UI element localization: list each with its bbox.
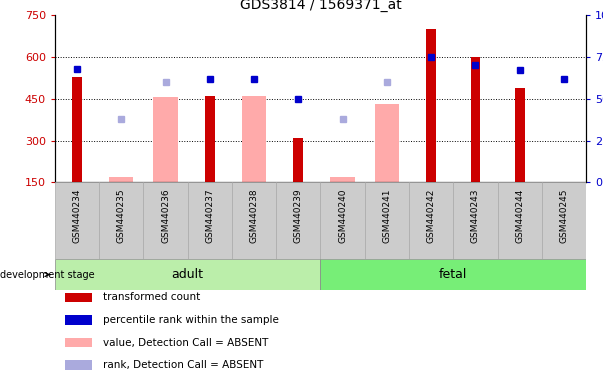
Text: percentile rank within the sample: percentile rank within the sample	[103, 315, 279, 325]
Bar	[365, 182, 409, 259]
Bar	[426, 29, 436, 182]
Text: GSM440242: GSM440242	[427, 189, 436, 243]
Bar	[66, 293, 92, 302]
Bar	[242, 96, 267, 182]
Bar	[321, 259, 586, 290]
Bar	[453, 182, 497, 259]
Bar	[66, 315, 92, 325]
Bar	[66, 361, 92, 370]
Text: GSM440238: GSM440238	[250, 189, 259, 243]
Text: GSM440243: GSM440243	[471, 189, 480, 243]
Bar	[153, 98, 178, 182]
Bar	[55, 182, 99, 259]
Bar	[276, 182, 320, 259]
Text: GSM440237: GSM440237	[205, 189, 214, 243]
Bar	[99, 182, 144, 259]
Text: development stage: development stage	[0, 270, 95, 280]
Bar	[470, 57, 481, 182]
Text: GSM440235: GSM440235	[117, 189, 126, 243]
Text: GSM440240: GSM440240	[338, 189, 347, 243]
Bar	[542, 182, 586, 259]
Text: transformed count: transformed count	[103, 293, 200, 303]
Bar	[66, 338, 92, 347]
Bar	[409, 182, 453, 259]
Text: GSM440244: GSM440244	[515, 189, 524, 243]
Bar	[205, 96, 215, 182]
Title: GDS3814 / 1569371_at: GDS3814 / 1569371_at	[239, 0, 402, 12]
Text: GSM440239: GSM440239	[294, 189, 303, 243]
Text: GSM440236: GSM440236	[161, 189, 170, 243]
Bar	[72, 77, 82, 182]
Text: GSM440241: GSM440241	[382, 189, 391, 243]
Bar	[321, 182, 365, 259]
Bar	[330, 177, 355, 182]
Bar	[515, 88, 525, 182]
Bar	[497, 182, 542, 259]
Text: GSM440245: GSM440245	[560, 189, 569, 243]
Text: GSM440234: GSM440234	[72, 189, 81, 243]
Bar	[374, 104, 399, 182]
Text: rank, Detection Call = ABSENT: rank, Detection Call = ABSENT	[103, 360, 263, 370]
Text: fetal: fetal	[439, 268, 467, 281]
Bar	[109, 177, 133, 182]
Bar	[55, 259, 321, 290]
Text: value, Detection Call = ABSENT: value, Detection Call = ABSENT	[103, 338, 268, 348]
Bar	[144, 182, 188, 259]
Bar	[188, 182, 232, 259]
Text: adult: adult	[172, 268, 204, 281]
Bar	[294, 138, 303, 182]
Bar	[232, 182, 276, 259]
